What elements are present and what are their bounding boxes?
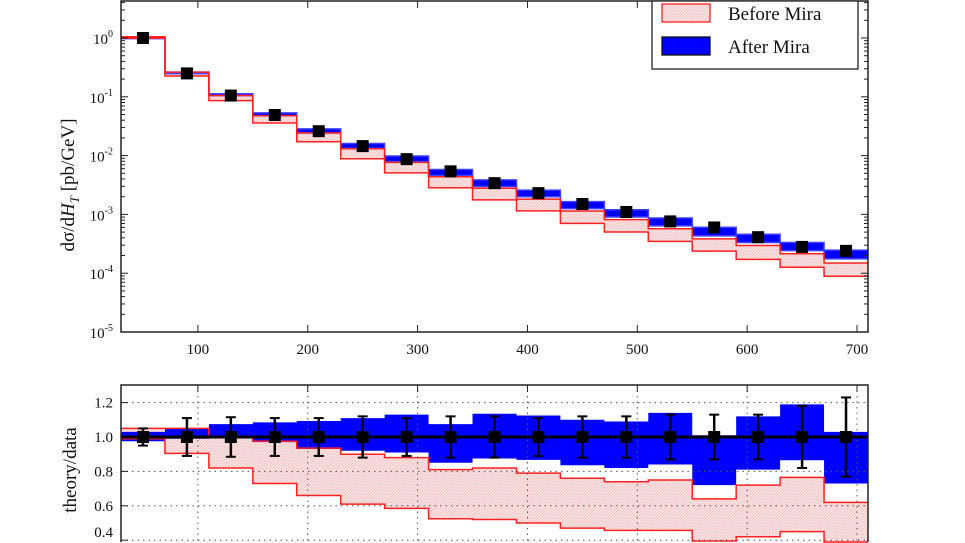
data-point (576, 198, 589, 211)
before-mira-high-edge (121, 36, 868, 264)
ratio-data-point (796, 431, 809, 443)
x-tick-label: 500 (626, 342, 649, 358)
ratio-data-point (576, 431, 589, 443)
ratio-data-point (620, 431, 633, 443)
ratio-y-tick-label: 0.4 (94, 525, 113, 541)
data-point (488, 177, 501, 190)
ratio-data-point (180, 431, 193, 443)
data-point (444, 165, 457, 178)
ratio-data-point (268, 431, 281, 443)
ratio-panel: 0.4 0.6 0.8 1.0 1.2 (94, 384, 869, 543)
data-point (312, 125, 325, 138)
data-point (796, 240, 809, 253)
ratio-y-tick-label: 1.0 (94, 430, 113, 446)
y-tick-label: 100 (93, 29, 113, 48)
legend: Before Mira After Mira (651, 0, 859, 70)
y-tick-label: 10-3 (90, 205, 113, 224)
after-mira-low-edge (121, 37, 868, 260)
ratio-y-axis-label: theory/data (60, 427, 81, 513)
ratio-before-mira-low-edge (121, 437, 868, 543)
x-tick-label: 200 (297, 342, 320, 358)
x-tick-label: 600 (736, 342, 759, 358)
x-tick-label: 300 (406, 342, 429, 358)
data-point (620, 205, 633, 218)
main-axes-frame (120, 0, 869, 333)
y-tick-label: 10-5 (90, 323, 113, 342)
ratio-data-point (752, 431, 765, 443)
ratio-data-point (840, 431, 853, 443)
data-point (532, 187, 545, 200)
x-tick-label: 100 (187, 342, 210, 358)
ratio-data-point (532, 431, 545, 443)
ratio-data-point (400, 431, 413, 443)
ratio-y-tick-label: 0.6 (94, 499, 113, 515)
x-tick-label: 400 (516, 342, 539, 358)
data-point (224, 89, 237, 102)
data-point (752, 231, 765, 244)
data-point (840, 244, 853, 257)
ratio-data-point (356, 431, 369, 443)
main-y-axis-label: dσ/dHT [pb/GeV] (58, 118, 82, 251)
data-point (708, 221, 721, 234)
data-point (664, 215, 677, 228)
data-point (268, 109, 281, 122)
y-tick-label: 10-4 (90, 264, 113, 283)
ratio-y-tick-label: 1.2 (94, 396, 113, 412)
ratio-data-point (136, 431, 149, 443)
ratio-axes-frame (120, 384, 869, 542)
data-point (400, 153, 413, 166)
ratio-data-point (664, 431, 677, 443)
ratio-data-point (488, 431, 501, 443)
data-point (356, 140, 369, 153)
ratio-y-tick-label: 0.8 (94, 464, 113, 480)
legend-label-before-mira: Before Mira (728, 4, 822, 25)
ratio-data-point (312, 431, 325, 443)
y-tick-label: 10-1 (90, 88, 113, 107)
legend-swatch-before-mira (661, 3, 711, 23)
y-tick-label: 10-2 (90, 147, 113, 166)
main-panel: 100 10-1 10-2 10-3 10-4 10-5 100 200 300 400 500 60… (90, 0, 869, 358)
after-mira-band (121, 37, 868, 259)
ratio-before-mira-high-edge (121, 427, 868, 504)
data-point (180, 67, 193, 80)
ratio-data-point (708, 431, 721, 443)
ratio-data-point (444, 431, 457, 443)
x-tick-label: 700 (846, 342, 869, 358)
legend-swatch-after-mira (661, 36, 711, 56)
legend-label-after-mira: After Mira (728, 37, 810, 58)
ratio-data-point (224, 431, 237, 443)
data-point (136, 32, 149, 44)
